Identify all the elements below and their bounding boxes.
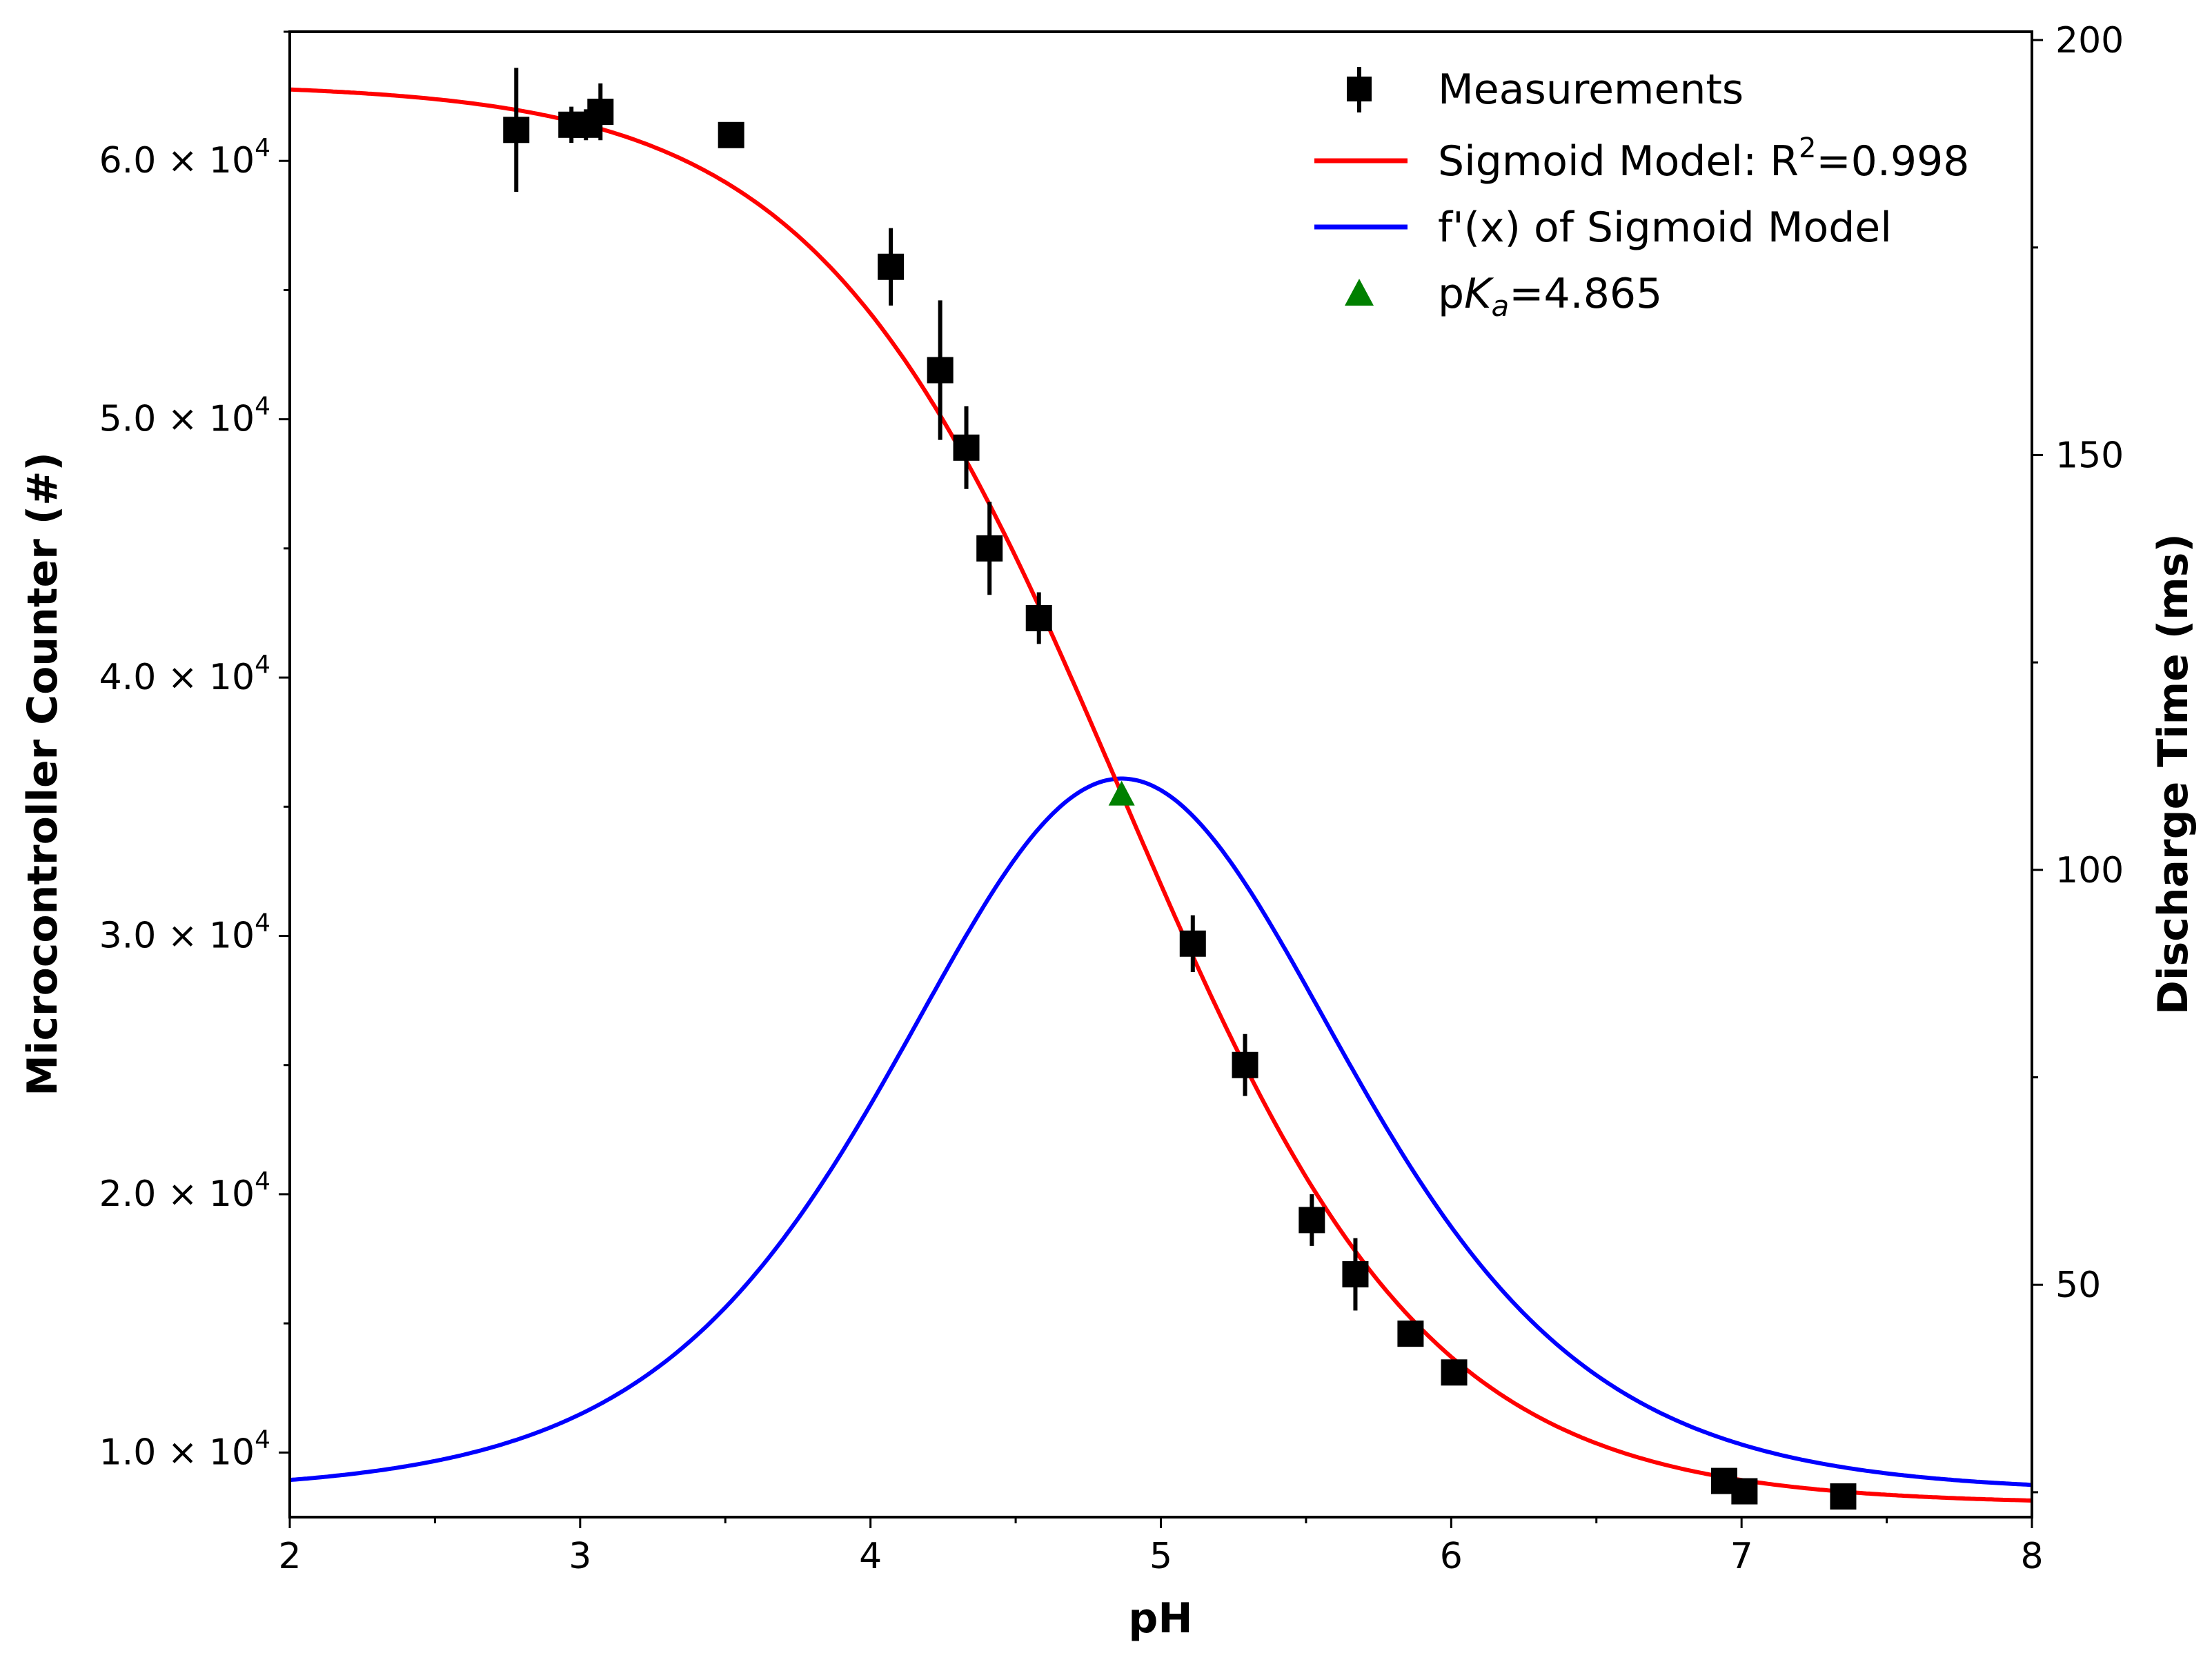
x-tick-label: 6 — [1440, 1536, 1463, 1577]
measurement-point — [1441, 1359, 1468, 1386]
legend-measurements-label: Measurements — [1438, 66, 1744, 114]
x-ticks: 2 3 4 5 6 7 8 — [278, 1517, 2044, 1577]
x-axis-title: pH — [1128, 1594, 1192, 1643]
measurement-point — [927, 357, 954, 384]
x-tick-label: 2 — [278, 1536, 301, 1577]
measurement-point — [587, 99, 614, 126]
measurement-point — [1397, 1320, 1424, 1347]
x-tick-label: 5 — [1149, 1536, 1172, 1577]
legend-sigmoid-label: Sigmoid Model: R2=0.998 — [1438, 132, 1969, 186]
y-right-tick-label: 150 — [2055, 435, 2124, 476]
legend-derivative-label: f'(x) of Sigmoid Model — [1438, 204, 1892, 252]
measurement-point — [503, 117, 530, 144]
plot-frame — [288, 30, 2033, 1518]
legend-pka-label: pKa=4.865 — [1438, 270, 1662, 323]
y-right-ticks: 50 100 150 200 — [2032, 20, 2124, 1494]
y-left-tick-label: 3.0 × 104 — [99, 909, 270, 957]
y-left-tick-label: 6.0 × 104 — [99, 134, 270, 181]
legend: Measurements Sigmoid Model: R2=0.998 f'(… — [1314, 66, 1969, 323]
derivative-curve — [289, 776, 2033, 1487]
measurement-point — [976, 535, 1003, 562]
measurement-point — [1342, 1261, 1369, 1288]
x-tick-label: 7 — [1730, 1536, 1753, 1577]
pka-marker — [1108, 780, 1135, 806]
measurement-point — [1025, 604, 1052, 631]
y-left-tick-label: 1.0 × 104 — [99, 1425, 270, 1473]
measurement-point — [718, 121, 744, 148]
y-left-ticks: 1.0 × 104 2.0 × 104 3.0 × 104 4.0 × 104 5.0 … — [99, 30, 290, 1473]
y-right-tick-label: 100 — [2055, 850, 2124, 891]
y-left-tick-label: 2.0 × 104 — [99, 1167, 270, 1215]
y-left-axis-title: Microcontroller Counter (#) — [19, 452, 67, 1096]
y-right-axis-title: Discharge Time (ms) — [2149, 533, 2198, 1015]
measurement-points — [503, 68, 1857, 1510]
measurement-point — [1830, 1483, 1857, 1510]
measurement-point — [1731, 1478, 1758, 1505]
y-left-tick-label: 5.0 × 104 — [99, 393, 270, 440]
y-right-tick-label: 50 — [2055, 1265, 2101, 1306]
measurement-point — [878, 253, 905, 280]
x-tick-label: 3 — [569, 1536, 591, 1577]
legend-pka-marker — [1345, 279, 1374, 306]
measurement-point — [953, 434, 980, 461]
y-left-tick-label: 4.0 × 104 — [99, 651, 270, 698]
legend-measurements-marker — [1347, 67, 1372, 112]
x-tick-label: 4 — [859, 1536, 882, 1577]
measurement-point — [1298, 1207, 1325, 1234]
sigmoid-curve — [289, 87, 2033, 1503]
measurement-point — [1179, 930, 1206, 957]
y-right-tick-label: 200 — [2055, 20, 2124, 61]
measurement-point — [1232, 1051, 1258, 1078]
x-tick-label: 8 — [2020, 1536, 2043, 1577]
